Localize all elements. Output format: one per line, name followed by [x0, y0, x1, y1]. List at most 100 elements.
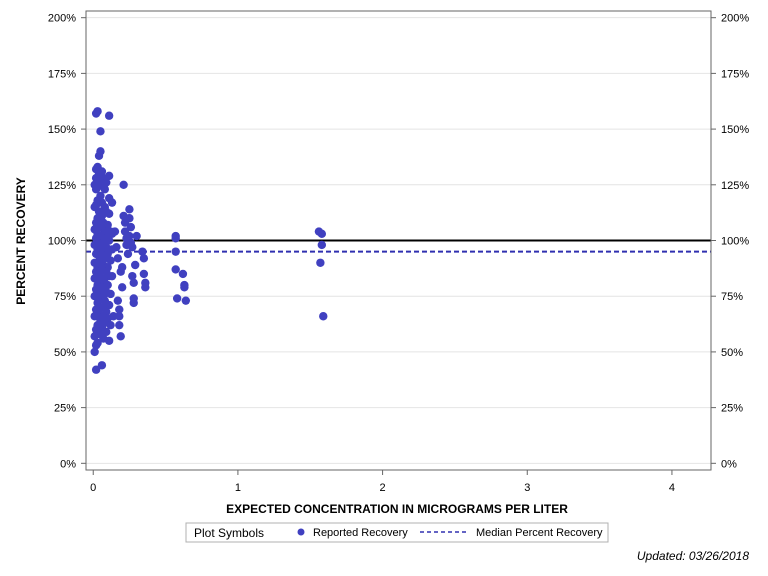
data-point [132, 231, 141, 241]
data-point [100, 185, 110, 194]
y-tick-label: 150% [48, 124, 76, 136]
data-point [141, 283, 150, 292]
y-tick-label: 75% [54, 291, 76, 303]
data-point [116, 332, 125, 341]
data-point [109, 312, 118, 321]
data-point [104, 111, 114, 120]
data-point [104, 209, 114, 218]
y-tick-label: 0% [60, 458, 76, 470]
data-point [104, 171, 114, 181]
data-point [106, 256, 115, 265]
data-point [112, 242, 121, 252]
data-point [172, 294, 182, 303]
y-tick-label: 175% [48, 68, 76, 80]
legend-label-median: Median Percent Recovery [476, 527, 603, 539]
data-point [128, 242, 137, 252]
data-point [90, 347, 99, 357]
x-tick-label: 1 [235, 482, 241, 494]
data-point [90, 332, 99, 341]
y2-tick-label: 175% [721, 68, 749, 80]
data-point [102, 178, 111, 187]
y2-tick-label: 200% [721, 13, 749, 25]
data-point [115, 305, 124, 314]
y2-tick-label: 25% [721, 403, 743, 415]
y-tick-label: 200% [48, 13, 76, 25]
data-point [94, 151, 104, 161]
y-axis-left: 0% 25% 50% 75% 100% 125% 150% 175% 200% [48, 13, 86, 470]
data-point [107, 271, 117, 281]
reference-lines [86, 239, 711, 253]
data-point [129, 298, 138, 308]
data-points [90, 107, 328, 374]
y2-tick-label: 0% [721, 458, 737, 470]
y-axis-title: PERCENT RECOVERY [14, 177, 28, 305]
data-point [171, 247, 180, 256]
data-point [178, 269, 188, 279]
updated-footnote: Updated: 03/26/2018 [637, 549, 749, 563]
data-point [104, 300, 114, 310]
data-point [180, 283, 189, 292]
data-point [106, 320, 115, 330]
data-point [117, 283, 127, 292]
data-point [125, 214, 134, 223]
data-point [125, 231, 134, 241]
y2-tick-label: 125% [721, 180, 749, 192]
data-point [123, 249, 133, 259]
data-point [319, 312, 328, 321]
data-point [316, 258, 325, 267]
data-point [129, 278, 138, 288]
legend-marker-icon [297, 528, 305, 536]
data-point [91, 365, 101, 374]
y2-tick-label: 150% [721, 124, 749, 136]
x-tick-label: 3 [524, 482, 530, 494]
x-tick-label: 2 [380, 482, 386, 494]
data-point [93, 107, 102, 116]
data-point [115, 320, 124, 330]
data-point [115, 312, 124, 321]
data-point [317, 229, 327, 239]
x-tick-label: 4 [669, 482, 675, 494]
data-point [125, 205, 134, 214]
data-point [106, 289, 115, 299]
data-point [104, 336, 114, 345]
x-tick-label: 0 [90, 482, 96, 494]
data-point [181, 296, 191, 305]
y-tick-label: 125% [48, 180, 76, 192]
data-point [91, 185, 101, 194]
data-point [107, 198, 117, 207]
legend-label-reported: Reported Recovery [313, 527, 408, 539]
x-axis-title: EXPECTED CONCENTRATION IN MICROGRAMS PER… [226, 502, 568, 516]
data-point [90, 312, 99, 321]
y2-tick-label: 75% [721, 291, 743, 303]
data-point [110, 227, 120, 236]
legend-title: Plot Symbols [194, 526, 264, 540]
y-axis-right: 0% 25% 50% 75% 100% 125% 150% 175% 200% [711, 13, 749, 470]
data-point [171, 265, 180, 274]
data-point [139, 254, 149, 263]
data-point [102, 327, 111, 337]
data-point [138, 247, 147, 256]
y2-tick-label: 50% [721, 347, 743, 359]
data-point [113, 296, 123, 305]
data-point [139, 269, 149, 279]
legend-box [185, 522, 609, 543]
x-axis: 0 1 2 3 4 [90, 470, 675, 494]
data-point [119, 180, 128, 189]
y-tick-label: 50% [54, 347, 76, 359]
data-point [96, 127, 105, 136]
legend: Plot Symbols Reported Recovery Median Pe… [185, 522, 609, 543]
y-tick-label: 100% [48, 236, 76, 248]
data-point [130, 260, 140, 270]
data-point [117, 263, 127, 272]
data-point [97, 361, 107, 370]
y2-tick-label: 100% [721, 236, 749, 248]
y-tick-label: 25% [54, 403, 76, 415]
data-point [91, 341, 101, 350]
data-point [103, 220, 112, 230]
data-point [317, 240, 327, 250]
data-point [128, 271, 137, 281]
data-point [126, 222, 136, 232]
data-point [113, 254, 123, 263]
data-point [171, 234, 180, 243]
